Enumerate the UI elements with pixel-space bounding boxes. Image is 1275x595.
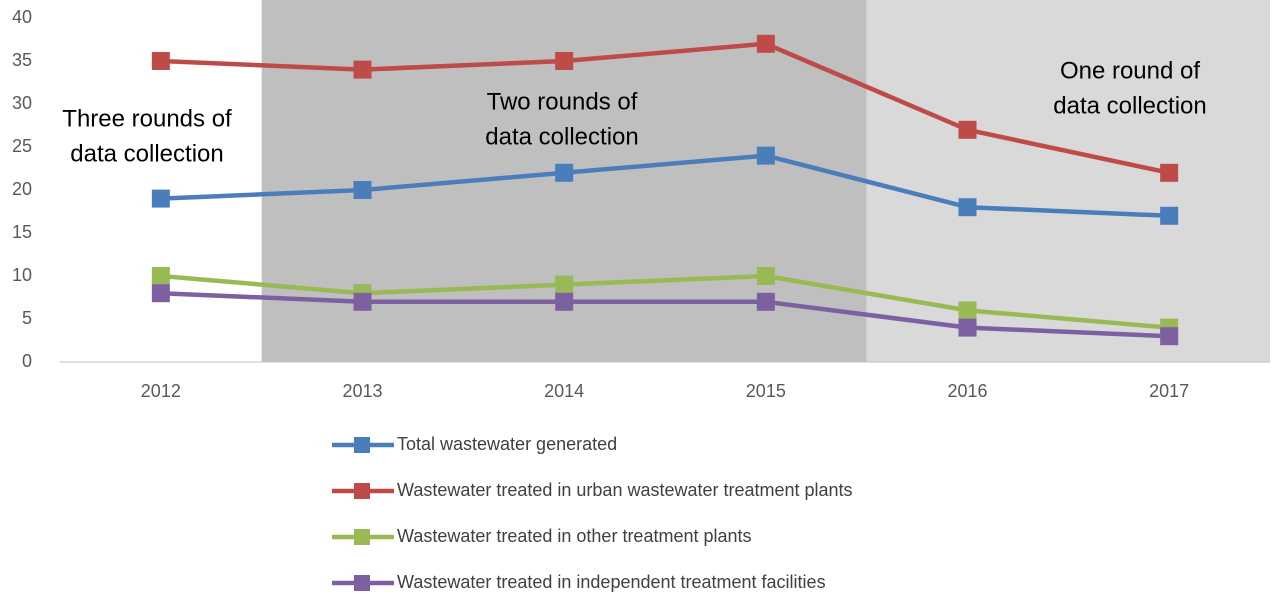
annotation: data collection — [1053, 92, 1206, 119]
legend-marker — [354, 575, 370, 591]
y-tick-label: 0 — [22, 351, 32, 371]
series-marker — [151, 284, 170, 303]
series-marker — [1160, 327, 1179, 346]
y-tick-label: 10 — [12, 265, 32, 285]
y-tick-label: 40 — [12, 7, 32, 27]
series-marker — [756, 146, 775, 165]
y-tick-label: 15 — [12, 222, 32, 242]
series-marker — [756, 34, 775, 53]
x-tick-label: 2017 — [1149, 381, 1189, 401]
x-tick-label: 2013 — [342, 381, 382, 401]
legend-marker — [354, 437, 370, 453]
annotation: data collection — [70, 140, 223, 167]
y-tick-label: 20 — [12, 179, 32, 199]
y-tick-label: 25 — [12, 136, 32, 156]
series-line — [160, 273, 1170, 330]
series-marker — [151, 267, 170, 285]
region-shade — [866, 0, 1270, 362]
x-tick-label: 2015 — [746, 381, 786, 401]
legend-marker — [354, 483, 370, 499]
series-marker — [555, 163, 574, 182]
series-marker — [1160, 206, 1179, 225]
series-marker — [756, 267, 775, 285]
series-marker — [151, 189, 170, 208]
legend-label: Wastewater treated in other treatment pl… — [397, 526, 752, 546]
series-marker — [958, 301, 977, 320]
series-marker — [555, 292, 574, 311]
series-marker — [958, 120, 977, 139]
legend-label: Wastewater treated in independent treatm… — [397, 572, 826, 592]
series-line — [160, 153, 1170, 219]
series-marker — [353, 292, 372, 311]
series-marker — [151, 52, 170, 70]
series-marker — [756, 292, 775, 311]
annotation: data collection — [485, 123, 638, 150]
series-line — [160, 41, 1170, 176]
legend-marker — [354, 529, 370, 545]
series-marker — [555, 275, 574, 294]
annotation: Three rounds of — [62, 105, 232, 132]
x-tick-label: 2016 — [947, 381, 987, 401]
y-tick-label: 30 — [12, 93, 32, 113]
annotation: One round of — [1060, 57, 1200, 84]
series-marker — [555, 52, 574, 70]
legend-label: Wastewater treated in urban wastewater t… — [397, 480, 853, 500]
series-line — [160, 290, 1170, 339]
series-marker — [958, 198, 977, 217]
series-marker — [1160, 163, 1179, 182]
annotation: Two rounds of — [487, 88, 638, 115]
series-marker — [353, 60, 372, 79]
legend-label: Total wastewater generated — [397, 434, 617, 454]
x-tick-label: 2014 — [544, 381, 584, 401]
series-marker — [353, 181, 372, 199]
x-tick-label: 2012 — [141, 381, 181, 401]
y-tick-label: 5 — [22, 308, 32, 328]
series-marker — [958, 318, 977, 337]
y-tick-label: 35 — [12, 50, 32, 70]
